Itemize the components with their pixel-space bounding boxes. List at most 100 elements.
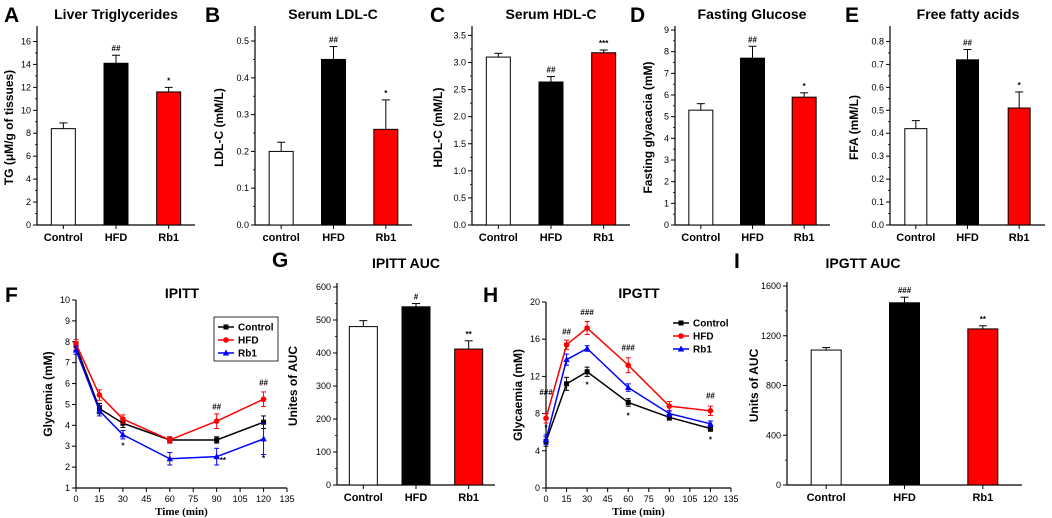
category-label: HFD bbox=[405, 492, 428, 504]
bar-hfd bbox=[538, 81, 564, 226]
y-axis-label: Glycaemia (mM) bbox=[511, 349, 525, 441]
category-label: Rb1 bbox=[1009, 232, 1030, 244]
bar-rb1 bbox=[967, 328, 999, 486]
marker-square bbox=[223, 324, 229, 330]
panel-letter: G bbox=[272, 249, 288, 272]
panel-i: I IPGTT AUC Units of AUC 0 400 800 1200 1600 Con… bbox=[734, 250, 1022, 504]
legend-label: HFD bbox=[693, 332, 714, 343]
y-tick-label: 800 bbox=[766, 381, 781, 391]
significance-label: * bbox=[586, 381, 590, 390]
bar-hfd bbox=[889, 302, 920, 486]
series-line bbox=[75, 349, 264, 460]
category-label: HFD bbox=[540, 232, 563, 244]
significance-label: # bbox=[414, 293, 419, 302]
x-tick-label: 60 bbox=[623, 494, 633, 504]
category-label: Control bbox=[344, 492, 383, 504]
x-tick-label: 75 bbox=[188, 494, 198, 504]
y-tick-label: 0.0 bbox=[453, 220, 466, 230]
y-tick-label: 0 bbox=[535, 483, 540, 493]
x-tick-label: 75 bbox=[644, 494, 654, 504]
y-tick-label: 100 bbox=[316, 447, 331, 457]
y-tick-label: 0.4 bbox=[871, 128, 884, 138]
x-tick-label: 15 bbox=[562, 494, 572, 504]
y-tick-label: 16 bbox=[21, 36, 31, 46]
y-tick-label: 0 bbox=[326, 480, 331, 490]
marker-circle bbox=[707, 408, 714, 414]
y-tick-label: 0.0 bbox=[871, 220, 884, 230]
marker-triangle bbox=[707, 420, 714, 427]
significance-label: ### bbox=[622, 343, 636, 352]
marker-triangle bbox=[96, 407, 103, 414]
chart-title: IPGTT bbox=[618, 285, 660, 301]
marker-square bbox=[678, 320, 684, 326]
x-tick-label: 60 bbox=[165, 494, 175, 504]
x-tick-label: 45 bbox=[603, 494, 613, 504]
marker-circle bbox=[678, 333, 684, 339]
y-tick-label: 3 bbox=[664, 155, 669, 165]
y-tick-label: 5 bbox=[664, 112, 669, 122]
x-axis-label: Time (min) bbox=[612, 506, 665, 518]
panel-d: D Fasting Glucose Fasting glyacacia (mM) 0 1… bbox=[630, 4, 830, 244]
marker-square bbox=[214, 437, 220, 443]
y-tick-label: 0.1 bbox=[871, 197, 884, 207]
x-tick-label: 135 bbox=[723, 494, 738, 504]
y-tick-label: 200 bbox=[316, 414, 331, 424]
marker-circle bbox=[166, 437, 173, 443]
y-tick-label: 400 bbox=[766, 430, 781, 440]
y-tick-label: 8 bbox=[65, 337, 70, 347]
x-axis-label: Time (min) bbox=[155, 506, 208, 518]
marker-triangle bbox=[119, 431, 127, 438]
significance-label: * bbox=[1018, 81, 1022, 90]
significance-label: ## bbox=[329, 36, 338, 45]
significance-label: * bbox=[803, 82, 807, 91]
marker-circle bbox=[584, 325, 590, 331]
bar-rb1 bbox=[591, 52, 617, 226]
y-tick-label: 300 bbox=[316, 381, 331, 391]
x-tick-label: 90 bbox=[664, 494, 674, 504]
category-label: Rb1 bbox=[458, 492, 479, 504]
y-tick-label: 600 bbox=[316, 282, 331, 292]
y-tick-label: 12 bbox=[21, 82, 31, 92]
panel-g: G IPITT AUC Unites of AUC 0 100 200 300 400 500 6… bbox=[272, 249, 495, 504]
bar-control bbox=[348, 326, 378, 486]
y-tick-label: 8 bbox=[26, 128, 31, 138]
chart-title: Serum LDL-C bbox=[288, 6, 377, 22]
y-tick-label: 0.6 bbox=[871, 82, 884, 92]
significance-label: * bbox=[121, 441, 125, 450]
category-label: Rb1 bbox=[158, 232, 179, 244]
y-axis-label: FFA (mM/L) bbox=[847, 95, 861, 160]
series-line bbox=[545, 370, 711, 442]
y-tick-label: 0.8 bbox=[871, 36, 884, 46]
panel-letter: A bbox=[4, 4, 19, 27]
marker-circle bbox=[563, 341, 570, 348]
marker-square bbox=[625, 399, 631, 405]
significance-label: ## bbox=[212, 403, 221, 412]
category-label: Rb1 bbox=[375, 232, 396, 244]
y-axis-label: LDL-C (mM/L) bbox=[212, 88, 226, 167]
marker-triangle bbox=[72, 346, 80, 353]
marker-square bbox=[564, 381, 570, 387]
y-tick-label: 6 bbox=[664, 90, 669, 100]
y-tick-label: 1200 bbox=[761, 331, 781, 341]
y-tick-label: 500 bbox=[316, 315, 331, 325]
y-tick-label: 0.7 bbox=[871, 59, 884, 69]
bar-control bbox=[485, 56, 511, 226]
significance-label: ## bbox=[259, 379, 268, 388]
bar-hfd bbox=[956, 59, 979, 226]
y-tick-label: 0 bbox=[664, 220, 669, 230]
panel-letter: F bbox=[5, 284, 18, 307]
significance-label: ## bbox=[562, 328, 571, 337]
marker-triangle bbox=[677, 345, 685, 352]
series-control bbox=[543, 366, 713, 447]
bar-hfd bbox=[740, 57, 765, 226]
category-label: HFD bbox=[105, 232, 128, 244]
y-tick-label: 0 bbox=[776, 480, 781, 490]
bar-rb1 bbox=[791, 96, 817, 226]
legend-label: Rb1 bbox=[238, 349, 257, 360]
significance-label: ## bbox=[748, 35, 757, 44]
chart-title: Liver Triglycerides bbox=[54, 6, 178, 22]
bar-hfd bbox=[401, 306, 431, 486]
bar-rb1 bbox=[373, 128, 399, 226]
legend-label: Control bbox=[238, 323, 274, 334]
x-tick-label: 30 bbox=[118, 494, 128, 504]
